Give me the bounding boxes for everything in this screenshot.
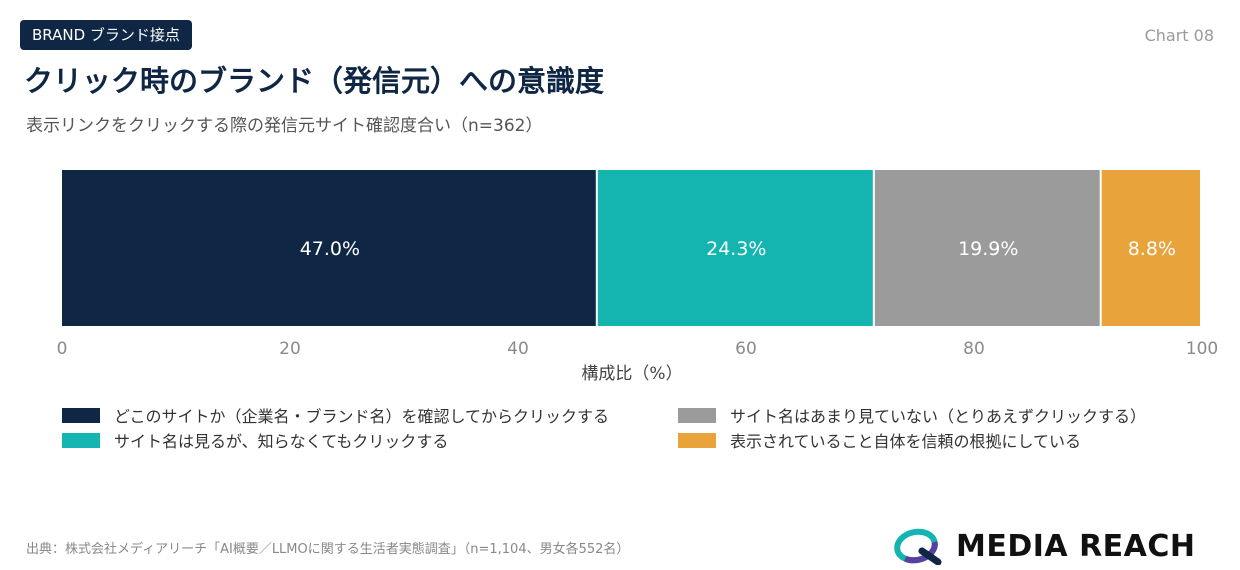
bar-segment-2: [597, 170, 873, 326]
source-note: 出典：株式会社メディアリーチ「AI概要／LLMOに関する生活者実態調査」（n=1…: [26, 542, 630, 557]
legend-swatch: [678, 407, 716, 423]
media-reach-logo-icon: [894, 528, 942, 565]
bar-segment-3: [874, 170, 1100, 326]
x-tick-label: 0: [57, 339, 68, 359]
legend-label: 表示されていること自体を信頼の根拠にしている: [730, 432, 1082, 451]
brand-logo: MEDIA REACH: [892, 527, 1196, 565]
legend-item-look-but-click: サイト名は見るが、知らなくてもクリックする: [62, 428, 448, 452]
x-tick-label: 60: [735, 339, 757, 359]
data-label-3: 19.9%: [958, 238, 1018, 260]
legend-swatch: [678, 432, 716, 448]
data-label-4: 8.8%: [1128, 238, 1176, 260]
legend-item-not-looking: サイト名はあまり見ていない（とりあえずクリックする）: [678, 403, 1146, 427]
data-label-1: 47.0%: [300, 238, 360, 260]
bar-segment-1: [62, 170, 596, 326]
category-tag: BRAND ブランド接点: [20, 20, 192, 50]
legend-label: サイト名は見るが、知らなくてもクリックする: [114, 432, 449, 451]
x-tick-label: 100: [1186, 339, 1218, 359]
page-title: クリック時のブランド（発信元）への意識度: [24, 64, 605, 98]
legend-swatch: [62, 432, 100, 448]
legend-swatch: [62, 407, 100, 423]
legend-item-trust-display: 表示されていること自体を信頼の根拠にしている: [678, 428, 1081, 452]
x-tick-label: 20: [279, 339, 301, 359]
bar-segment-4: [1101, 170, 1200, 326]
x-tick-label: 40: [507, 339, 529, 359]
x-tick-label: 80: [963, 339, 985, 359]
legend-item-confirm: どこのサイトか（企業名・ブランド名）を確認してからクリックする: [62, 403, 609, 427]
data-label-2: 24.3%: [706, 238, 766, 260]
legend-label: どこのサイトか（企業名・ブランド名）を確認してからクリックする: [114, 407, 610, 426]
brand-name: MEDIA REACH: [956, 528, 1196, 564]
x-axis-label: 構成比（%）: [581, 364, 682, 384]
stacked-bar-chart: 47.0% 24.3% 19.9% 8.8% 0 20 40 60 80 100 構成比（%）: [57, 170, 1218, 384]
chart-number: Chart 08: [1144, 26, 1214, 45]
legend-label: サイト名はあまり見ていない（とりあえずクリックする）: [730, 407, 1147, 426]
page-subtitle: 表示リンクをクリックする際の発信元サイト確認度合い（n=362）: [26, 116, 543, 136]
